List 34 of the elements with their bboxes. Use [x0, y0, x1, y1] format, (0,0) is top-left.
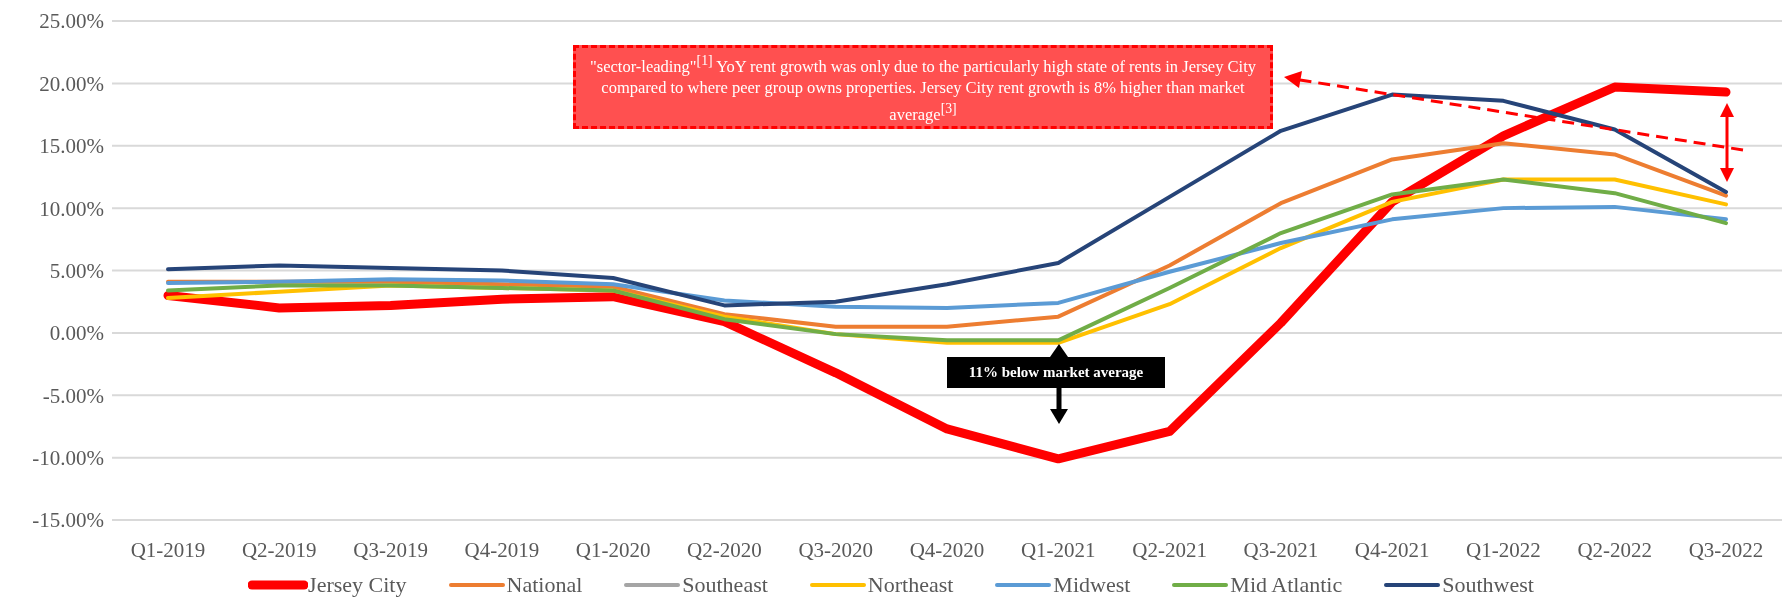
- y-tick-label: 20.00%: [39, 71, 104, 96]
- x-tick-label: Q3-2019: [353, 537, 428, 562]
- x-tick-label: Q4-2020: [909, 537, 985, 562]
- annotation: "sector-leading"$^{[1]}$ YoY rent growth was only due to the particularly high state of rents in Jersey City compared to where peer group owns properties. Jersey City rent growth is 8% higher than market average$^{[3]}$: [573, 45, 1273, 129]
- x-tick-label: Q2-2020: [687, 537, 762, 562]
- y-tick-label: -10.00%: [32, 446, 104, 471]
- y-tick-label: -15.00%: [32, 508, 104, 533]
- legend-label: Midwest: [1053, 572, 1131, 598]
- x-tick-label: Q1-2022: [1466, 537, 1541, 562]
- x-tick-label: Q2-2021: [1132, 537, 1207, 562]
- x-tick-label: Q2-2022: [1577, 537, 1653, 562]
- annotation: 11% below market average: [947, 357, 1165, 388]
- y-tick-label: 5.00%: [49, 258, 104, 283]
- y-tick-label: 10.00%: [39, 196, 104, 221]
- legend-label: National: [506, 572, 583, 598]
- legend-label: Northeast: [867, 572, 954, 598]
- x-tick-label: Q3-2022: [1688, 537, 1764, 562]
- y-tick-label: 15.00%: [39, 134, 104, 159]
- x-tick-label: Q2-2019: [241, 537, 317, 562]
- legend-label: Southeast: [682, 572, 768, 598]
- x-tick-label: Q4-2021: [1354, 537, 1430, 562]
- x-tick-label: Q1-2019: [130, 537, 206, 562]
- y-tick-label: -5.00%: [42, 383, 104, 408]
- x-tick-label: Q3-2021: [1243, 537, 1319, 562]
- legend-label: Southwest: [1442, 572, 1534, 598]
- legend-label: Mid Atlantic: [1230, 572, 1343, 598]
- line-series: [166, 204, 1728, 310]
- x-tick-label: Q4-2019: [464, 537, 540, 562]
- x-tick-label: Q3-2020: [798, 537, 874, 562]
- y-tick-label: 0.00%: [49, 321, 104, 346]
- y-tick-label: 25.00%: [39, 9, 104, 34]
- x-tick-label: Q1-2020: [575, 537, 651, 562]
- x-tick-label: Q1-2021: [1020, 537, 1096, 562]
- legend-label: Jersey City: [308, 572, 407, 598]
